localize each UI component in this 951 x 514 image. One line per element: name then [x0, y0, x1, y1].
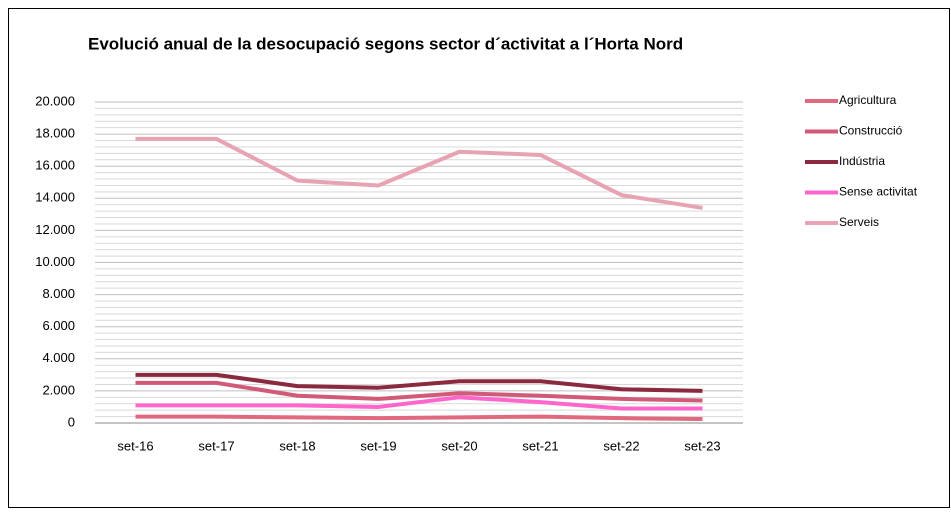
line-series: [135, 372, 703, 393]
x-tick-label: set-20: [441, 438, 477, 453]
line-series: [135, 136, 703, 210]
line-series: [135, 414, 703, 421]
x-tick-label: set-21: [522, 438, 558, 453]
y-tick-label: 0: [68, 414, 75, 429]
line-series: [135, 380, 703, 403]
y-tick-label: 6.000: [42, 318, 75, 333]
x-tick-label: set-16: [117, 438, 153, 453]
y-tick-label: 8.000: [42, 286, 75, 301]
y-tick-label: 18.000: [35, 126, 75, 141]
y-tick-label: 14.000: [35, 190, 75, 205]
chart-frame: [8, 8, 950, 508]
y-tick-label: 2.000: [42, 382, 75, 397]
line-series: [135, 395, 703, 411]
y-tick-label: 12.000: [35, 222, 75, 237]
legend-label: Sense activitat: [839, 185, 918, 199]
x-tick-label: set-22: [603, 438, 639, 453]
y-tick-label: 16.000: [35, 158, 75, 173]
x-tick-label: set-18: [279, 438, 315, 453]
y-tick-label: 4.000: [42, 350, 75, 365]
legend-label: Construcció: [839, 124, 903, 138]
legend-label: Serveis: [839, 215, 879, 229]
x-tick-label: set-17: [198, 438, 234, 453]
y-tick-label: 10.000: [35, 254, 75, 269]
legend-label: Indústria: [839, 154, 885, 168]
y-tick-label: 20.000: [35, 93, 75, 108]
x-tick-label: set-23: [684, 438, 720, 453]
chart-title: Evolució anual de la desocupació segons …: [88, 34, 683, 53]
x-tick-label: set-19: [360, 438, 396, 453]
legend-label: Agricultura: [839, 93, 897, 107]
